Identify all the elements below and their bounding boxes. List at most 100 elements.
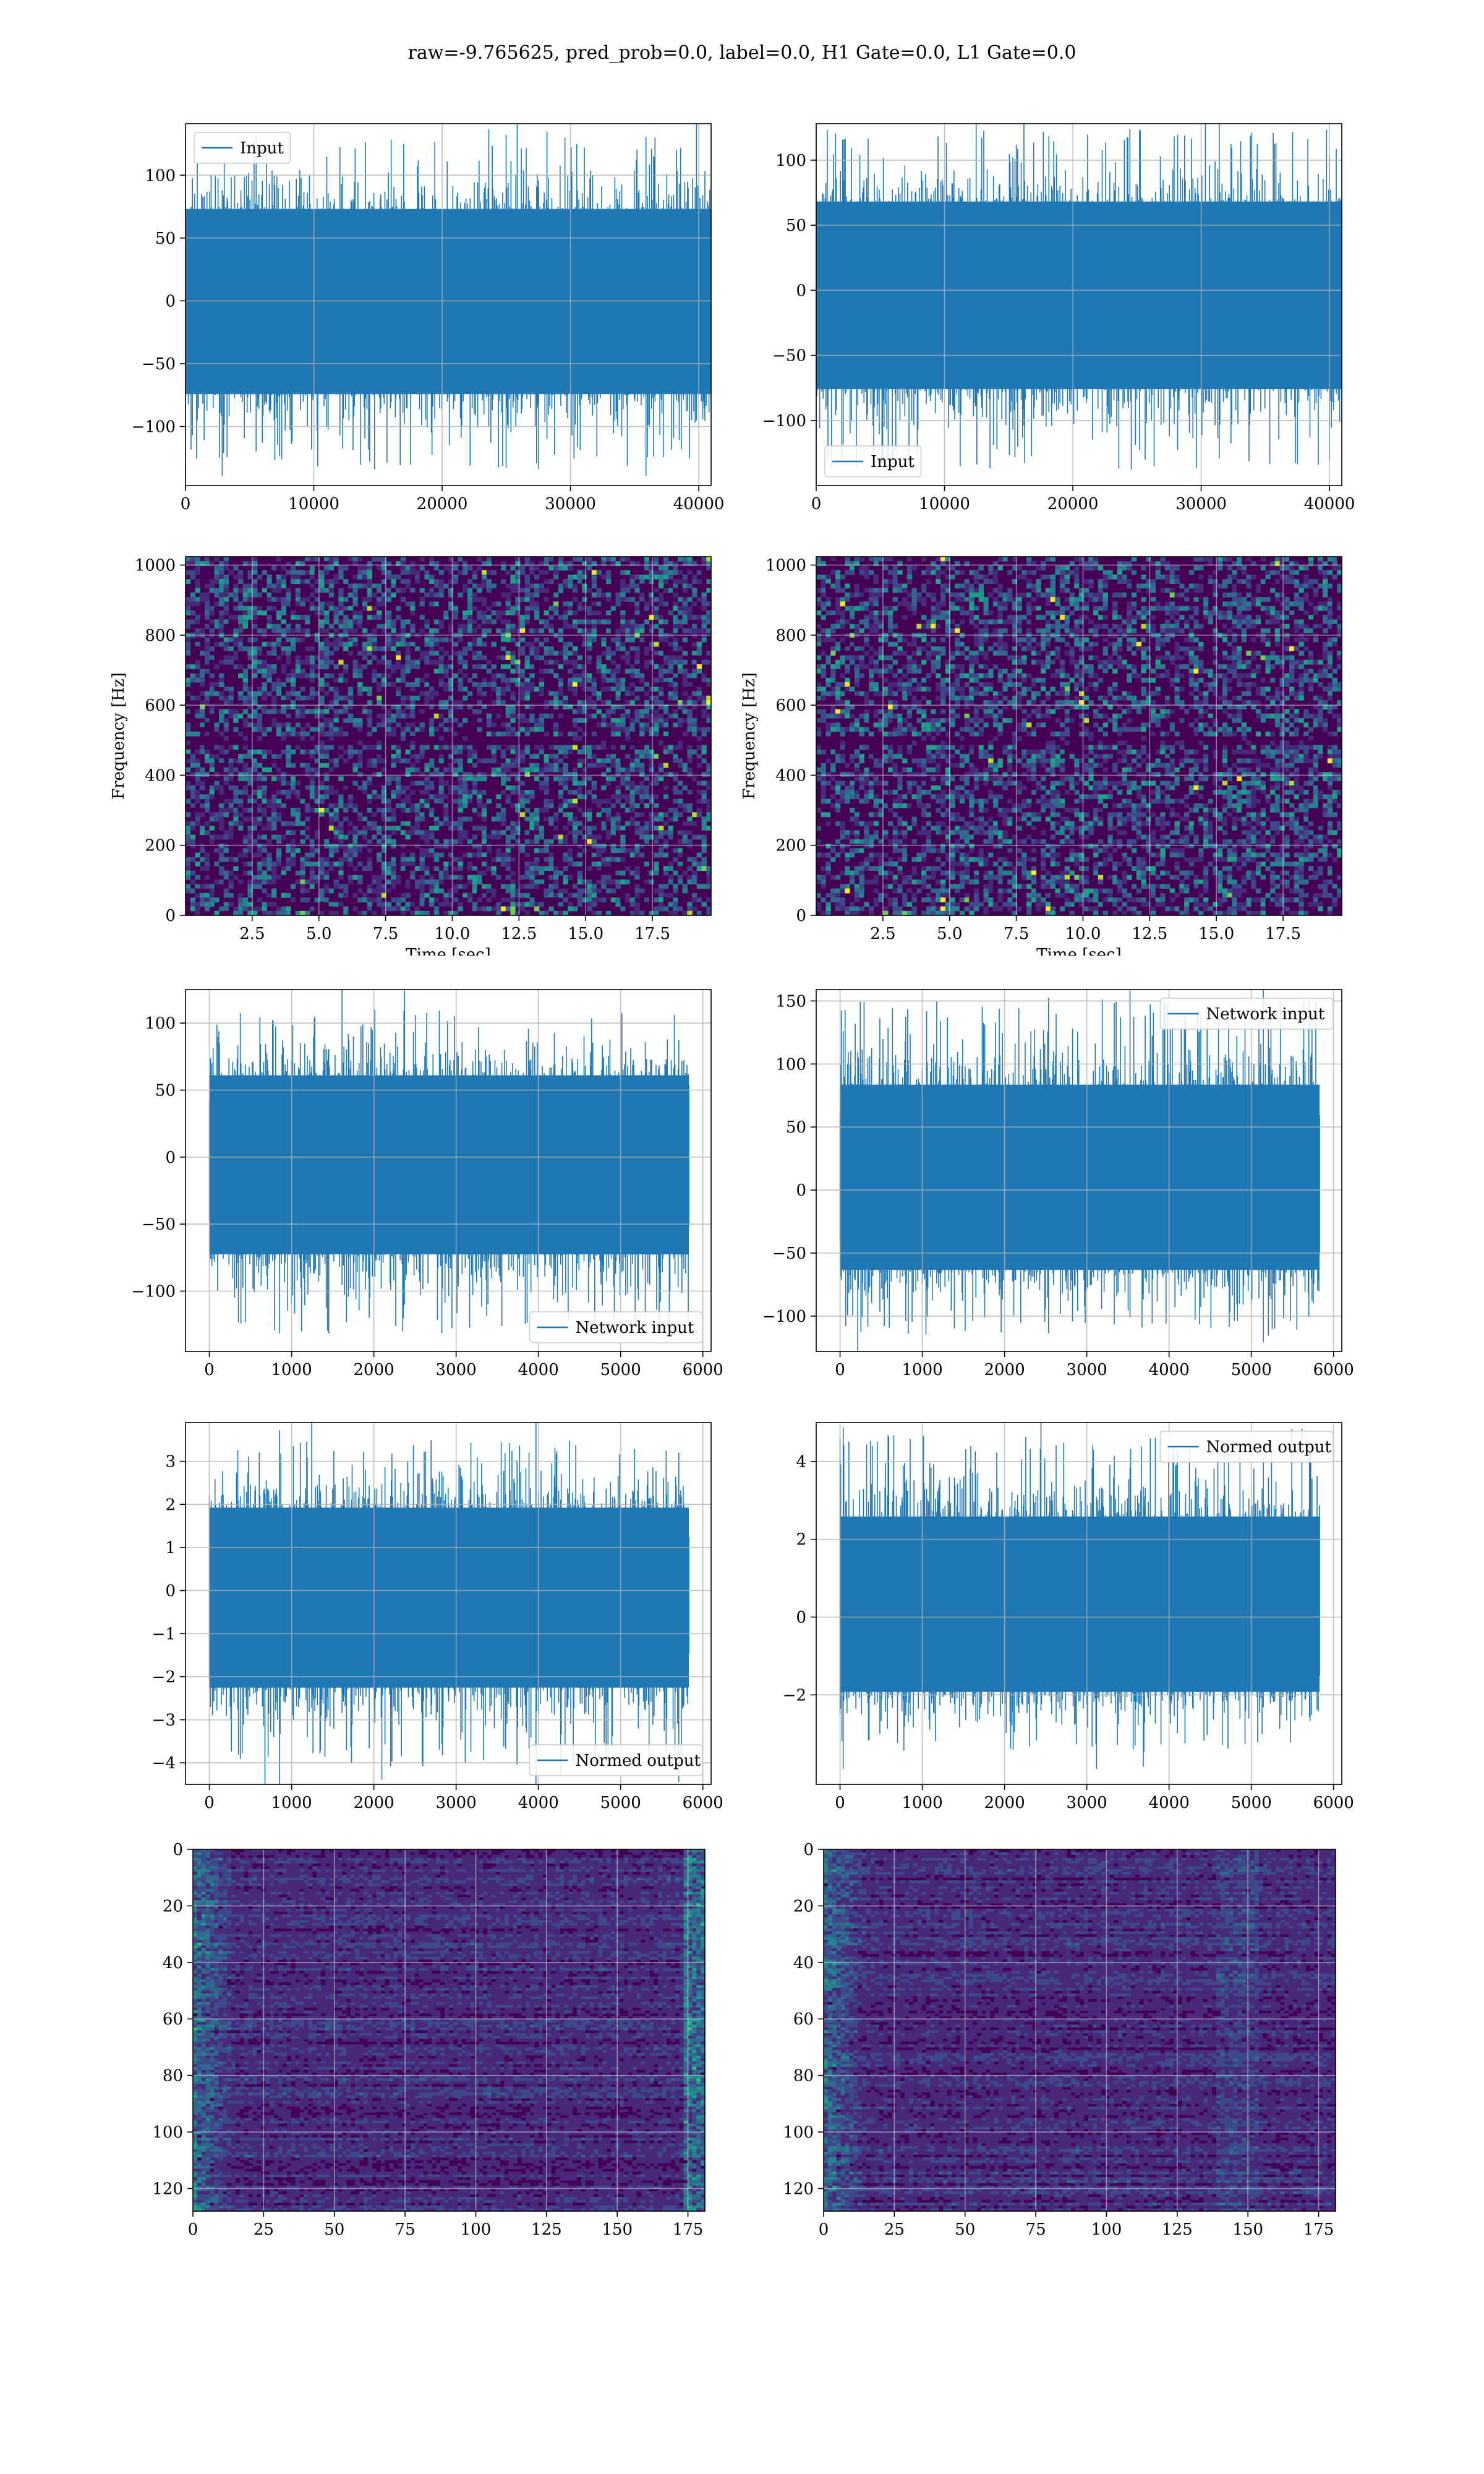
x-tick-label: 100 [1091, 2220, 1122, 2239]
y-tick-label: 60 [163, 2010, 183, 2029]
legend: Network input [529, 1311, 703, 1343]
plot-area [193, 1849, 705, 2211]
legend-label: Input [871, 453, 915, 471]
y-tick-label: −50 [142, 1215, 176, 1234]
x-tick-label: 2000 [354, 1794, 394, 1809]
x-tick-label: 25 [884, 2220, 905, 2239]
legend: Normed output [1159, 1431, 1334, 1463]
x-tick-label: 0 [835, 1794, 845, 1809]
series-core [209, 1075, 689, 1255]
y-tick-label: 2 [796, 1531, 806, 1549]
x-tick-label: 2.5 [870, 925, 895, 943]
y-tick-label: 40 [793, 1954, 814, 1972]
plot-area [186, 124, 711, 476]
x-tick-label: 0 [204, 1361, 215, 1376]
y-tick-label: 0 [165, 907, 176, 925]
y-tick-label: 80 [163, 2067, 183, 2086]
y-tick-label: 0 [173, 1841, 183, 1859]
y-tick-label: 2 [165, 1496, 176, 1514]
grid [186, 990, 711, 1351]
plot-area [839, 990, 1320, 1351]
panel-spectrogram-l1: 2.5 5.0 7.5 10.0 12.5 15.0 17.5 0 200 400 600 800 10… [740, 547, 1354, 964]
y-tick-label: 50 [786, 216, 806, 235]
axes-frame [816, 123, 1342, 486]
y-tick-label: 40 [163, 1954, 183, 1972]
y-tick-label: −100 [132, 418, 176, 437]
x-tick-label: 12.5 [1132, 925, 1167, 943]
series-core [816, 201, 1342, 390]
y-tick-label: −50 [142, 355, 176, 374]
y-tick-label: 1000 [135, 557, 176, 575]
x-tick-label: 15.0 [1198, 925, 1234, 943]
y-tick-label: 100 [145, 166, 176, 185]
legend: Input [824, 445, 922, 477]
y-tick-label: 0 [165, 1149, 176, 1167]
y-tick-label: 50 [786, 1118, 806, 1137]
x-tick-label: 40000 [673, 495, 723, 513]
y-tick-label: 0 [165, 1582, 176, 1601]
y-tick-label: 800 [775, 627, 806, 645]
y-tick-label: 0 [796, 1609, 806, 1627]
y-tick-label: 120 [783, 2180, 814, 2198]
y-tick-label: 20 [793, 1897, 814, 1915]
input_l1-chart: 0 10000 20000 30000 40000 −100 −50 0 50 100 Input [762, 123, 1355, 513]
x-axis-label: Time [sec] [1036, 946, 1122, 956]
x-tick-label: 10.0 [1065, 925, 1101, 943]
x-tick-label: 2000 [354, 1361, 394, 1376]
plot-area [816, 557, 1342, 915]
y-axis-label: Frequency [Hz] [111, 672, 128, 800]
legend: Input [194, 132, 291, 164]
series-core [840, 1084, 1320, 1270]
x-tick-label: 0 [204, 1794, 215, 1809]
x-tick-label: 3000 [1067, 1361, 1107, 1376]
x-tick-label: 3000 [1067, 1794, 1107, 1809]
legend: Network input [1159, 998, 1334, 1030]
y-tick-label: −4 [152, 1754, 176, 1773]
plot-area [186, 557, 711, 915]
x-tick-label: 5.0 [306, 925, 331, 943]
figure-title: raw=-9.765625, pred_prob=0.0, label=0.0,… [0, 42, 1484, 64]
panel-feature-map-h1: 0 25 50 75 100 125 150 175 0 20 40 60 80 100 120 [111, 1831, 723, 2239]
y-tick-label: 0 [165, 292, 176, 310]
x-tick-label: 50 [324, 2220, 344, 2239]
y-tick-label: 1000 [765, 557, 806, 575]
legend: Normed output [529, 1744, 703, 1776]
y-tick-label: 20 [163, 1897, 183, 1915]
panel-input-l1: 0 10000 20000 30000 40000 −100 −50 0 50 100 Input [742, 118, 1355, 513]
panel-normed-output-l1: 0 1000 2000 3000 4000 5000 6000 −2 0 2 4 Normed out… [742, 1413, 1354, 1812]
panel-network-input-l1: 0 1000 2000 3000 4000 5000 6000 −100 −50 0 50 100 15… [742, 980, 1354, 1379]
y-tick-label: 0 [796, 907, 806, 925]
x-tick-label: 2000 [984, 1794, 1025, 1809]
y-tick-label: 0 [796, 281, 806, 300]
heatmap-cells [824, 1849, 1336, 2211]
y-tick-label: 50 [155, 229, 176, 248]
y-tick-label: −100 [132, 1283, 176, 1301]
y-tick-label: 60 [793, 2010, 814, 2029]
x-tick-label: 0 [188, 2220, 198, 2239]
y-tick-label: 800 [145, 627, 176, 645]
axes-frame [816, 989, 1342, 1352]
x-tick-label: 30000 [545, 495, 596, 513]
x-tick-label: 25 [254, 2220, 274, 2239]
y-tick-label: 0 [796, 1181, 806, 1200]
y-tick-label: −1 [152, 1625, 176, 1643]
y-tick-label: −2 [783, 1686, 806, 1705]
x-tick-label: 5.0 [937, 925, 962, 943]
x-tick-label: 50 [955, 2220, 975, 2239]
grid [823, 1849, 1336, 2211]
x-tick-label: 5000 [1231, 1794, 1272, 1809]
grid [816, 124, 1342, 486]
x-tick-label: 75 [1026, 2220, 1046, 2239]
y-tick-label: −50 [772, 347, 806, 366]
plot-area [816, 124, 1342, 470]
netin_h1-chart: 0 1000 2000 3000 4000 5000 6000 −100 −50 0 50 100 Ne… [132, 989, 723, 1379]
x-tick-label: 6000 [683, 1794, 723, 1809]
series-core [209, 1507, 689, 1688]
axes-frame [192, 1849, 706, 2212]
heatmap-cells [193, 1849, 705, 2211]
x-tick-label: 1000 [902, 1361, 943, 1376]
x-tick-label: 0 [835, 1361, 845, 1376]
legend-label: Normed output [1206, 1438, 1332, 1457]
y-tick-label: 100 [145, 1014, 176, 1033]
